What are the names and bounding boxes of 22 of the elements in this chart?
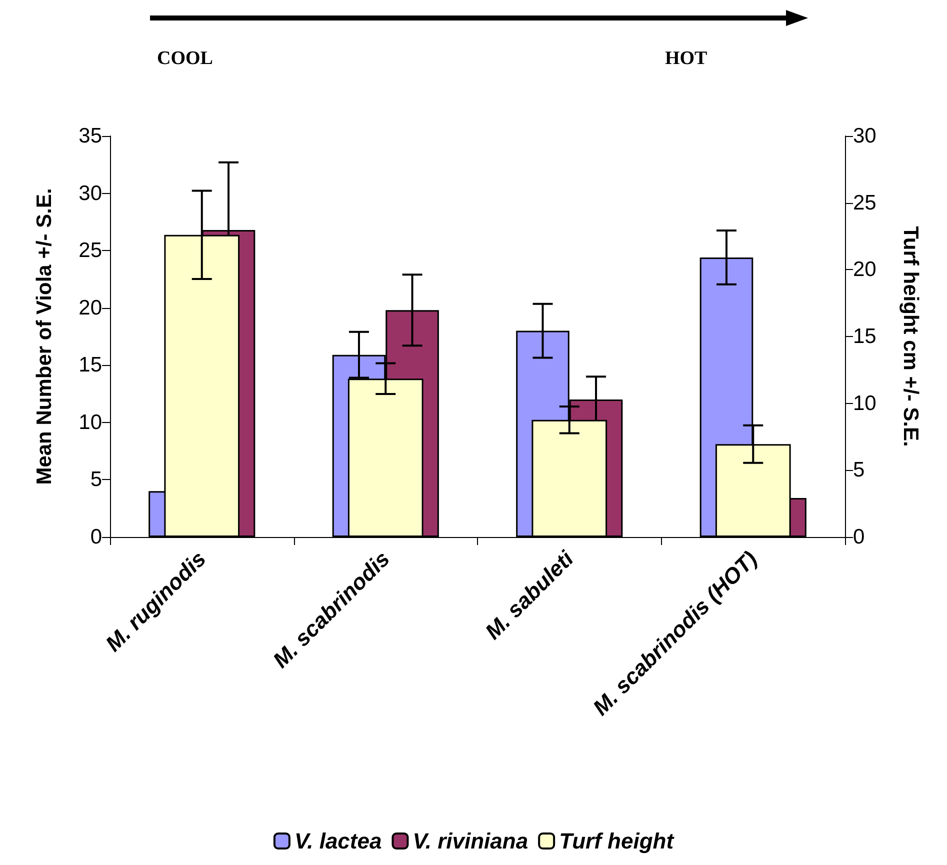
y2-tick-label: 25 [853,191,876,214]
y-tick-label: 10 [78,410,102,434]
y2-tick-label: 0 [853,526,865,548]
y-tick-label: 35 [78,124,102,148]
y-tick-label: 0 [90,526,102,548]
y-tick-label: 15 [78,354,102,377]
text: HOT [665,48,708,70]
y-tick-label: 25 [78,239,102,262]
text: COOL [157,48,213,70]
y-tick-label: 5 [90,468,102,492]
legend-label: V. riviniana [412,828,528,854]
y2-tick-label: 5 [853,458,865,482]
y-axis-title: Mean Number of Viola +/- S.E. [33,188,56,485]
legend-label: Turf height [559,828,676,854]
y2-tick-label: 30 [853,124,876,148]
legend-label: V. lactea [294,828,382,854]
y2-tick-label: 10 [853,392,876,415]
y2-axis-title: Turf height cm +/- S.E. [899,226,922,447]
y-tick-label: 30 [78,182,102,205]
y-tick-label: 20 [78,296,102,320]
y2-tick-label: 15 [853,325,876,348]
y2-tick-label: 20 [853,258,876,282]
